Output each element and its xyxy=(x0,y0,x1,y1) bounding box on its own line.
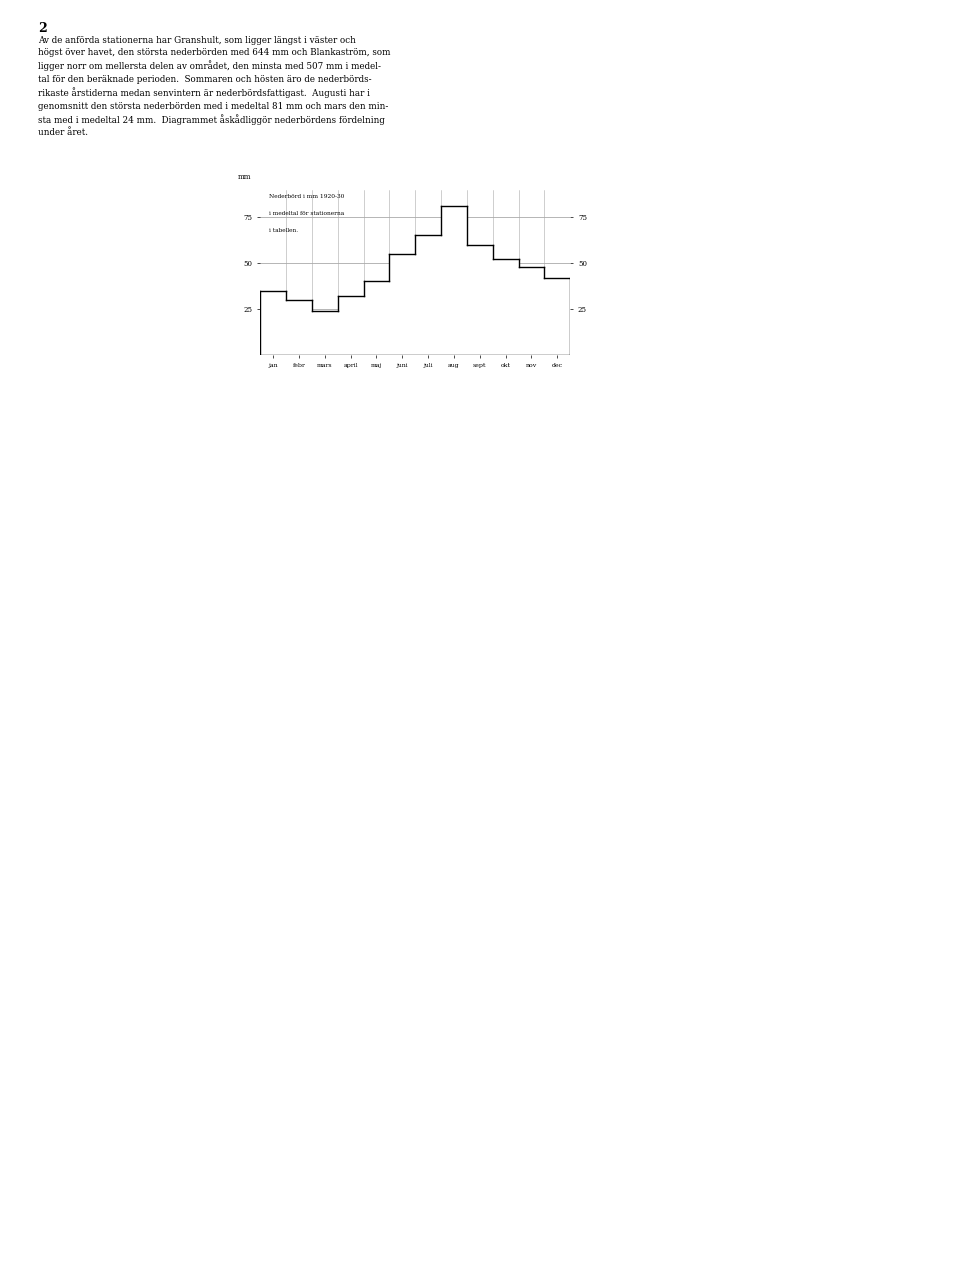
Bar xyxy=(312,310,338,355)
Bar xyxy=(544,277,570,355)
Bar xyxy=(260,290,286,355)
Text: Av de anförda stationerna har Granshult, som ligger längst i väster och
högst öv: Av de anförda stationerna har Granshult,… xyxy=(38,36,391,137)
Text: i medeltal för stationerna: i medeltal för stationerna xyxy=(270,211,345,216)
Text: i tabellen.: i tabellen. xyxy=(270,228,299,233)
Bar xyxy=(518,267,544,355)
Text: Nederbörd i mm 1920-30: Nederbörd i mm 1920-30 xyxy=(270,195,345,200)
Bar xyxy=(364,281,390,355)
Text: 2: 2 xyxy=(38,22,47,34)
Bar xyxy=(286,300,312,355)
Bar xyxy=(416,235,441,355)
Bar xyxy=(390,254,416,355)
Bar xyxy=(467,244,492,355)
Bar xyxy=(338,296,364,355)
Text: mm: mm xyxy=(238,173,252,181)
Bar xyxy=(492,259,518,355)
Bar xyxy=(441,206,467,355)
